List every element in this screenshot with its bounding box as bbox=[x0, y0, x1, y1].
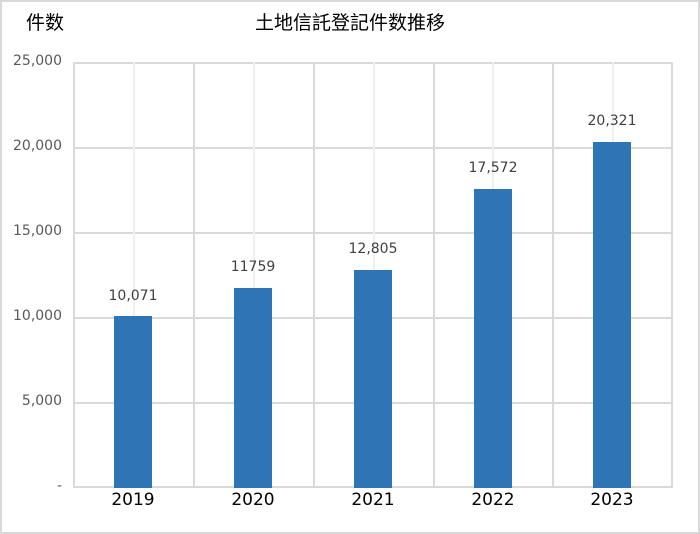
gridline-v bbox=[193, 62, 195, 488]
gridline-v bbox=[313, 62, 315, 488]
gridline-25000 bbox=[73, 62, 672, 64]
data-label-2021: 12,805 bbox=[348, 241, 398, 257]
bar-2023 bbox=[593, 142, 631, 488]
y-axis-unit-label: 件数 bbox=[26, 12, 65, 34]
x-tick-2023: 2023 bbox=[590, 490, 634, 510]
data-label-2023: 20,321 bbox=[587, 113, 637, 129]
gridline-20000 bbox=[73, 147, 672, 149]
gridline-v bbox=[433, 62, 435, 488]
gridline-v-minor bbox=[133, 62, 135, 488]
x-tick-2021: 2021 bbox=[351, 490, 395, 510]
gridline-v-minor bbox=[253, 62, 255, 488]
data-label-2022: 17,572 bbox=[468, 160, 518, 176]
bar-2021 bbox=[354, 270, 392, 488]
gridline-v bbox=[552, 62, 554, 488]
y-tick-10000: 10,000 bbox=[13, 308, 62, 324]
x-tick-2022: 2022 bbox=[471, 490, 515, 510]
x-tick-2020: 2020 bbox=[231, 490, 275, 510]
y-tick-25000: 25,000 bbox=[13, 53, 62, 69]
data-label-2020: 11759 bbox=[230, 259, 276, 275]
chart-title: 土地信託登記件数推移 bbox=[254, 12, 445, 34]
y-tick-20000: 20,000 bbox=[13, 138, 62, 154]
y-tick-0: - bbox=[56, 478, 62, 494]
data-label-2019: 10,071 bbox=[108, 288, 158, 304]
y-tick-15000: 15,000 bbox=[13, 223, 62, 239]
bar-2022 bbox=[474, 189, 512, 488]
gridline-15000 bbox=[73, 232, 672, 234]
bar-2020 bbox=[234, 288, 272, 488]
y-tick-5000: 5,000 bbox=[21, 393, 62, 409]
x-tick-2019: 2019 bbox=[111, 490, 155, 510]
gridline-v bbox=[671, 62, 673, 488]
bar-2019 bbox=[114, 316, 152, 488]
